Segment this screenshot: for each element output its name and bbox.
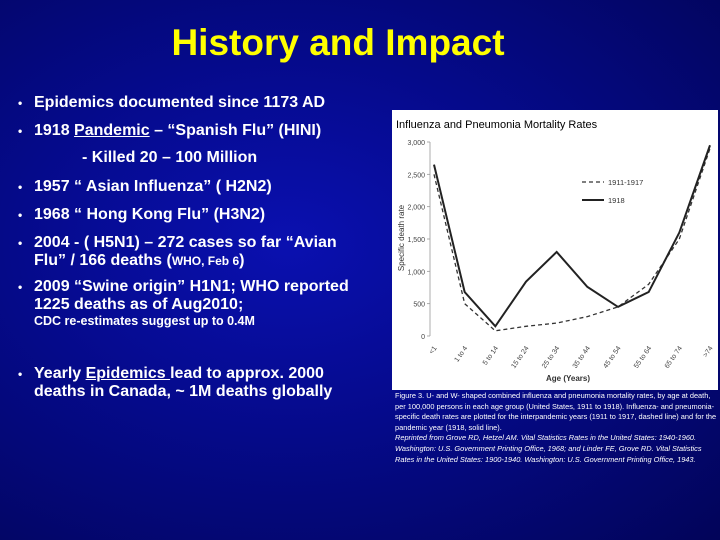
y-tick-label: 3,000: [407, 140, 425, 147]
bullet-text: Pandemic: [74, 122, 150, 139]
bullet: Yearly Epidemics lead to approx. 2000 de…: [18, 365, 374, 401]
bullet: 1918 Pandemic – “Spanish Flu” (HINI): [18, 122, 379, 140]
y-tick-label: 2,500: [407, 172, 425, 179]
bullet-text: Epidemics documented since 1173 AD: [34, 94, 326, 111]
bullet-subline: - Killed 20 – 100 Million: [82, 149, 258, 166]
bullet-text: Epidemics: [85, 365, 171, 382]
caption-text: Figure 3. U- and W- shaped combined infl…: [395, 391, 717, 432]
y-tick-label: 1,500: [407, 237, 425, 244]
x-axis-label: Age (Years): [546, 374, 590, 383]
bullet-text: – “Spanish Flu” (HINI): [149, 122, 322, 139]
x-tick-label: <1: [428, 345, 438, 356]
y-tick-label: 500: [413, 302, 425, 309]
bullet-text: 1968 “ Hong Kong Flu” (H3N2): [34, 206, 266, 223]
bullet-text: Yearly: [34, 365, 86, 382]
bullet-text: lead to approx. 2000 deaths in Canada, ~…: [34, 365, 333, 400]
series-line: [433, 144, 711, 328]
chart-title: Influenza and Pneumonia Mortality Rates: [396, 119, 598, 131]
y-tick-label: 0: [421, 334, 425, 341]
bullet-text: ): [239, 252, 245, 269]
caption-source: Reprinted from Grove RD, Hetzel AM. Vita…: [395, 433, 702, 464]
bullet: 2004 - ( H5N1) – 272 cases so far “Avian…: [18, 234, 352, 270]
figure-caption: Figure 3. U- and W- shaped combined infl…: [395, 391, 717, 465]
bullet: 2009 “Swine origin” H1N1; WHO reported 1…: [18, 278, 356, 314]
slide-title: History and Impact: [171, 22, 505, 63]
y-tick-label: 1,000: [407, 269, 425, 276]
bullet: 1968 “ Hong Kong Flu” (H3N2): [18, 206, 374, 224]
bullet: 1957 “ Asian Influenza” ( H2N2): [18, 178, 374, 196]
chart-background: [392, 110, 718, 390]
bullet-text: WHO, Feb 6: [171, 254, 240, 268]
y-axis-label: Specific death rate: [397, 204, 406, 271]
bullet-note: CDC re-estimates suggest up to 0.4M: [34, 314, 255, 328]
bullet: Epidemics documented since 1173 AD: [18, 94, 374, 112]
y-tick-label: 2,000: [407, 205, 425, 212]
bullet-text: 1918: [34, 122, 75, 139]
bullet-text: 1957 “ Asian Influenza” ( H2N2): [34, 178, 272, 195]
mortality-chart: Influenza and Pneumonia Mortality Rates …: [392, 110, 718, 390]
bullet-text: 2004 - ( H5N1) – 272 cases so far “Avian…: [34, 234, 337, 269]
bullet-text: 2009 “Swine origin” H1N1; WHO reported 1…: [34, 278, 349, 313]
legend-label: 1911-1917: [608, 178, 643, 187]
legend-label: 1918: [608, 196, 625, 205]
